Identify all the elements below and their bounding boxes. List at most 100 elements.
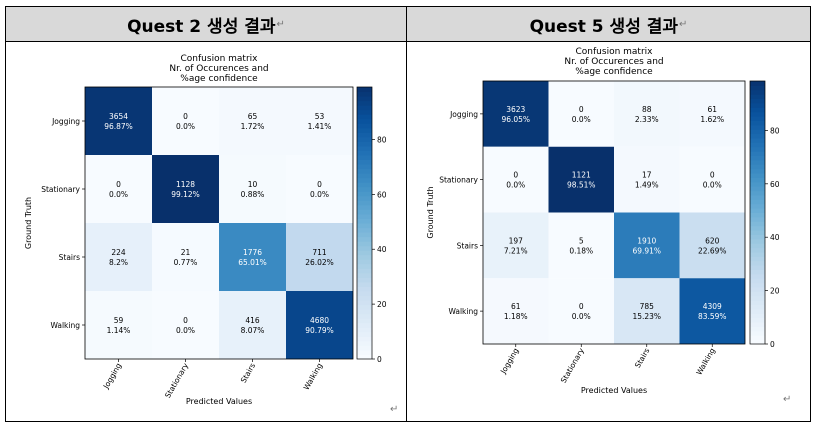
cell-percent-label: 0.77% [174, 258, 198, 267]
cell-count-label: 65 [248, 112, 258, 121]
cell-percent-label: 96.05% [501, 115, 530, 124]
cell-count-label: 4680 [310, 316, 329, 325]
colorbar-tick-label: 0 [770, 340, 775, 349]
colorbar-segment [750, 186, 765, 192]
colorbar-segment [357, 232, 372, 238]
heatmap-cell [152, 223, 219, 291]
cell-percent-label: 90.79% [305, 326, 334, 335]
cell-percent-label: 65.01% [238, 258, 267, 267]
cell-count-label: 21 [181, 248, 191, 257]
colorbar-segment [750, 142, 765, 148]
x-tick-label: Walking [302, 361, 325, 391]
colorbar-segment [750, 238, 765, 244]
colorbar-segment [750, 287, 765, 292]
cell-percent-label: 0.88% [241, 190, 265, 199]
colorbar-frame [356, 86, 373, 360]
colorbar-segment [750, 304, 765, 310]
heatmap-cell [483, 81, 549, 147]
cell-percent-label: 0.0% [703, 181, 722, 190]
colorbar-segment [750, 89, 765, 95]
colorbar-segment [750, 85, 765, 91]
colorbar-segment [357, 191, 372, 197]
colorbar-segment [750, 326, 765, 332]
cell-percent-label: 0.0% [572, 115, 591, 124]
cell-percent-label: 1.14% [107, 326, 131, 335]
cell-percent-label: 0.0% [310, 190, 329, 199]
cell-count-label: 1910 [637, 236, 656, 245]
colorbar-segment [357, 318, 372, 324]
heatmap-cell [85, 87, 152, 155]
colorbar-segment [357, 200, 372, 206]
colorbar-segment [357, 304, 372, 310]
document-table: Quest 2 생성 결과 ↵ Quest 5 생성 결과 ↵ Confusion … [5, 6, 811, 422]
colorbar-segment [357, 150, 372, 156]
colorbar-segment [357, 186, 372, 192]
colorbar-segment [357, 340, 372, 346]
paragraph-mark-icon: ↵ [679, 18, 688, 30]
cell-percent-label: 1.18% [504, 312, 528, 321]
colorbar-segment [357, 182, 372, 188]
y-tick-label: Walking [448, 307, 478, 316]
colorbar-segment [750, 300, 765, 306]
colorbar-segment [357, 91, 372, 97]
y-tick-label: Stairs [59, 253, 80, 262]
colorbar-segment [357, 241, 372, 247]
cell-count-label: 0 [183, 316, 188, 325]
cell-count-label: 711 [312, 248, 327, 257]
cell-count-label: 4309 [703, 302, 722, 311]
x-tick-label: Stairs [239, 361, 258, 384]
colorbar-segment [357, 164, 372, 170]
colorbar-segment [357, 322, 372, 328]
cell-percent-label: 69.91% [632, 246, 661, 255]
colorbar-segment [750, 124, 765, 130]
colorbar-tick-label: 60 [377, 190, 387, 199]
cell-percent-label: 26.02% [305, 258, 334, 267]
colorbar-segment [750, 94, 765, 100]
colorbar-segment [750, 81, 765, 86]
colorbar-segment [357, 254, 372, 260]
colorbar-segment [750, 234, 765, 240]
colorbar-segment [357, 295, 372, 301]
cell-count-label: 416 [245, 316, 260, 325]
colorbar-segment [357, 173, 372, 179]
x-tick-label: Stairs [633, 346, 652, 369]
paragraph-mark-icon: ↵ [783, 394, 792, 405]
heatmap-cell [286, 87, 353, 155]
cell-count-label: 53 [315, 112, 325, 121]
colorbar-tick-label: 80 [377, 135, 387, 144]
heatmap-cell [614, 146, 680, 213]
heatmap-cell [85, 223, 152, 291]
heatmap-cell [85, 291, 152, 359]
cell-percent-label: 96.87% [104, 122, 133, 131]
colorbar-segment [357, 159, 372, 165]
colorbar-segment [357, 236, 372, 242]
colorbar-tick-label: 20 [377, 300, 387, 309]
colorbar-segment [750, 247, 765, 253]
colorbar-segment [750, 203, 765, 209]
chart-title-line: Nr. of Occurences and [169, 64, 268, 74]
cell-count-label: 197 [509, 236, 524, 245]
chart-title: Confusion matrix Nr. of Occurences and %ag… [564, 47, 663, 77]
cell-percent-label: 0.0% [506, 181, 525, 190]
colorbar-segment [750, 107, 765, 113]
cell-count-label: 3623 [506, 105, 525, 114]
colorbar-segment [750, 230, 765, 235]
colorbar-segment [750, 208, 765, 213]
colorbar-segment [357, 345, 372, 351]
colorbar-segment [750, 322, 765, 327]
heatmap-cell [219, 155, 286, 223]
colorbar-segment [357, 227, 372, 233]
left-chart-cell: Confusion matrix Nr. of Occurences and %ag… [5, 42, 407, 422]
colorbar-segment [750, 159, 765, 165]
cell-count-label: 0 [183, 112, 188, 121]
colorbar-segment [357, 268, 372, 274]
colorbar-segment [750, 243, 765, 249]
right-header-title: Quest 5 생성 결과 [529, 16, 679, 37]
y-axis-label: Ground Truth [426, 186, 435, 238]
heatmap-cell [152, 155, 219, 223]
colorbar-segment [750, 273, 765, 279]
cell-percent-label: 1.62% [700, 115, 724, 124]
cell-count-label: 785 [640, 302, 655, 311]
colorbar-segment [357, 127, 372, 133]
left-header-title: Quest 2 생성 결과 [127, 16, 276, 37]
